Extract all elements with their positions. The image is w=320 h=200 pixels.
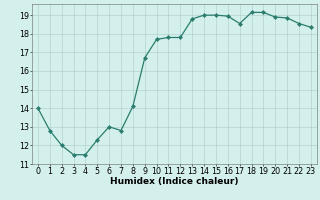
X-axis label: Humidex (Indice chaleur): Humidex (Indice chaleur) — [110, 177, 239, 186]
